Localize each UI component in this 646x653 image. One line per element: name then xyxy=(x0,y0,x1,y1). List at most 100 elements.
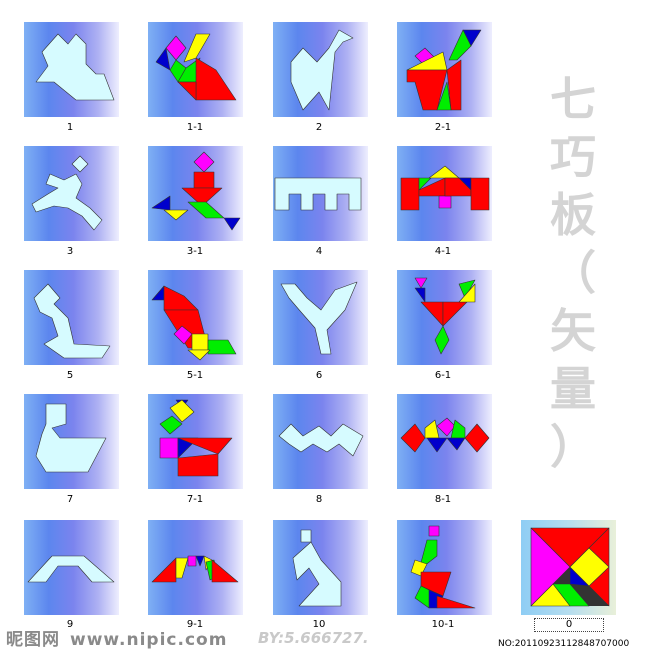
tile-label: 1 xyxy=(66,122,74,133)
tangram-piece xyxy=(151,285,165,301)
arch-silhouette xyxy=(27,555,115,583)
goose-silhouette xyxy=(35,403,107,473)
silhouette-shape xyxy=(292,541,342,607)
tangram-tile-3[interactable] xyxy=(24,146,119,241)
tangram-piece xyxy=(418,539,438,571)
tangram-piece xyxy=(169,399,195,423)
tangram-piece xyxy=(163,209,189,221)
title-char: 量 xyxy=(550,362,596,416)
tile-label-selected[interactable]: 0 xyxy=(534,618,604,632)
tangram-tile-6[interactable] xyxy=(273,270,368,365)
runner-silhouette xyxy=(31,155,103,231)
silhouette-shape xyxy=(33,283,111,359)
tangram-piece xyxy=(442,301,468,327)
tangram-tile-4[interactable] xyxy=(273,146,368,241)
tangram-tile-9[interactable] xyxy=(24,520,119,615)
tangram-tile-0[interactable] xyxy=(521,520,616,615)
swan-silhouette xyxy=(35,33,115,101)
tangram-piece xyxy=(191,333,209,351)
tangram-piece xyxy=(187,201,225,219)
tangram-piece xyxy=(187,555,197,567)
title-char: 矢 xyxy=(550,304,596,358)
tangram-piece xyxy=(211,559,239,583)
tangram-piece xyxy=(420,301,444,327)
tangram-tile-7-1[interactable] xyxy=(148,394,243,489)
rooster-colored xyxy=(414,277,476,355)
bat-silhouette xyxy=(278,423,364,457)
silhouette-shape xyxy=(35,33,115,101)
silhouette-shape xyxy=(278,423,364,457)
tangram-piece xyxy=(446,437,466,451)
goose-colored xyxy=(159,399,233,477)
tangram-tile-1[interactable] xyxy=(24,22,119,117)
tangram-piece xyxy=(436,595,476,609)
tangram-piece xyxy=(193,151,215,173)
tile-label: 7 xyxy=(66,494,74,505)
tangram-piece xyxy=(183,33,211,63)
tangram-tile-9-1[interactable] xyxy=(148,520,243,615)
tangram-piece xyxy=(177,437,233,455)
tangram-tile-3-1[interactable] xyxy=(148,146,243,241)
figure-colored xyxy=(410,525,476,609)
tangram-piece xyxy=(418,177,432,191)
tangram-tile-1-1[interactable] xyxy=(148,22,243,117)
tangram-piece xyxy=(426,437,448,453)
tangram-tile-10[interactable] xyxy=(273,520,368,615)
tangram-tile-2-1[interactable] xyxy=(397,22,492,117)
tangram-piece xyxy=(177,81,197,101)
tangram-piece xyxy=(151,195,171,211)
tile-label: 9-1 xyxy=(186,619,204,630)
tangram-piece xyxy=(195,57,237,101)
tangram-piece xyxy=(155,47,171,71)
author-credit: BY:5.666727. xyxy=(258,629,369,647)
bird-colored xyxy=(151,285,237,361)
bird-silhouette xyxy=(33,283,111,359)
tangram-piece xyxy=(414,277,428,289)
tangram-piece xyxy=(177,453,219,477)
tangram-piece xyxy=(165,35,187,61)
tangram-piece xyxy=(450,419,466,439)
silhouette-shape xyxy=(31,173,103,231)
title-char: 七 xyxy=(550,72,596,126)
rooster-silhouette xyxy=(280,281,358,355)
tile-label: 3-1 xyxy=(186,246,204,257)
tile-label: 8-1 xyxy=(434,494,452,505)
tangram-piece xyxy=(193,171,215,189)
tile-label: 1-1 xyxy=(186,122,204,133)
tile-label: 10 xyxy=(312,619,326,630)
tile-label: 6 xyxy=(315,370,323,381)
tangram-piece xyxy=(163,285,199,311)
tangram-piece xyxy=(428,165,460,179)
tangram-tile-2[interactable] xyxy=(273,22,368,117)
tangram-piece xyxy=(446,59,462,111)
tangram-piece xyxy=(470,177,490,211)
bat-colored xyxy=(400,417,490,453)
tangram-tile-8[interactable] xyxy=(273,394,368,489)
tangram-piece xyxy=(223,217,241,231)
bridge-silhouette xyxy=(274,177,362,211)
camel-silhouette xyxy=(290,29,354,111)
tile-label: 4-1 xyxy=(434,246,452,257)
silhouette-shape xyxy=(280,281,358,355)
tangram-tile-7[interactable] xyxy=(24,394,119,489)
tangram-piece xyxy=(400,177,420,211)
tangram-piece xyxy=(438,195,452,209)
tangram-piece xyxy=(195,555,205,567)
tangram-piece xyxy=(159,437,179,459)
silhouette-shape xyxy=(274,177,362,211)
tangram-piece xyxy=(181,187,223,207)
watermark: 昵图网 www.nipic.com xyxy=(6,625,227,650)
tangram-tile-5[interactable] xyxy=(24,270,119,365)
tangram-tile-10-1[interactable] xyxy=(397,520,492,615)
figure-silhouette xyxy=(292,529,342,607)
tangram-tile-8-1[interactable] xyxy=(397,394,492,489)
tangram-tile-4-1[interactable] xyxy=(397,146,492,241)
tangram-piece xyxy=(207,339,237,355)
tangram-tile-5-1[interactable] xyxy=(148,270,243,365)
tangram-piece xyxy=(464,423,490,453)
tangram-piece xyxy=(175,557,189,579)
bridge-colored xyxy=(400,165,490,211)
tangram-tile-6-1[interactable] xyxy=(397,270,492,365)
tile-label: 2-1 xyxy=(434,122,452,133)
tangram-piece xyxy=(448,29,472,61)
